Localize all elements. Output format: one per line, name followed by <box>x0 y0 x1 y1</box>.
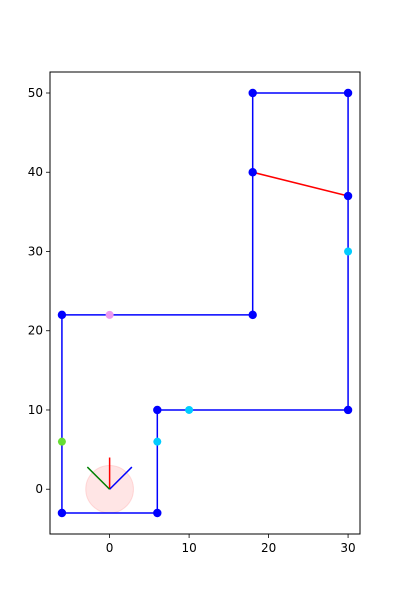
x-tick-label-30: 30 <box>340 541 355 555</box>
extra-point-0 <box>153 437 162 446</box>
vertex-point-4 <box>343 191 353 201</box>
extra-point-3 <box>57 437 66 446</box>
vertex-point-6 <box>248 88 257 98</box>
y-tick-label-20: 20 <box>28 324 43 338</box>
y-tick-label-50: 50 <box>28 86 43 100</box>
vertex-point-9 <box>57 310 67 320</box>
vertex-point-5 <box>343 88 353 98</box>
extra-point-1 <box>185 405 194 414</box>
vertex-point-8 <box>248 310 257 320</box>
vertex-point-2 <box>153 405 162 415</box>
extra-point-4 <box>105 310 114 319</box>
plot-content <box>57 88 353 518</box>
vertex-point-7 <box>248 168 257 177</box>
extra-point-2 <box>344 247 353 256</box>
y-tick-label-40: 40 <box>28 165 43 179</box>
series-line-0 <box>61 92 349 514</box>
vertex-point-3 <box>343 405 353 415</box>
y-tick-label-10: 10 <box>28 403 43 417</box>
vertex-point-0 <box>57 508 67 518</box>
plot-area <box>57 88 353 518</box>
x-tick-label-10: 10 <box>181 541 196 555</box>
vertex-point-1 <box>153 508 162 518</box>
y-tick-label-30: 30 <box>28 244 43 258</box>
series-line-1 <box>252 171 349 197</box>
axes-frame <box>49 71 361 535</box>
axes: 0 10 20 30 0 10 20 30 40 50 <box>28 71 361 555</box>
robot-axis-2 <box>86 466 111 490</box>
y-tick-label-0: 0 <box>35 482 43 496</box>
robot-axis-1 <box>109 466 133 490</box>
x-tick-label-20: 20 <box>261 541 276 555</box>
x-tick-label-0: 0 <box>106 541 114 555</box>
